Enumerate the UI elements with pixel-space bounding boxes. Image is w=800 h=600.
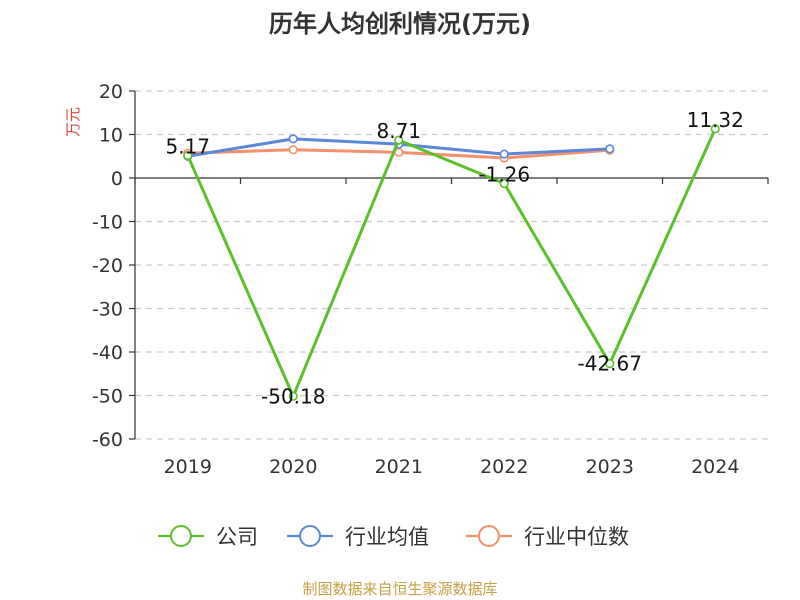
data-point	[499, 149, 509, 159]
legend-marker	[170, 525, 192, 547]
y-tick-label: 20	[99, 81, 123, 103]
x-tick-label: 2019	[164, 456, 212, 478]
data-point	[183, 150, 193, 161]
data-label: -1.26	[478, 162, 530, 186]
data-label: 5.17	[165, 135, 210, 159]
data-point	[288, 134, 298, 144]
data-point	[710, 124, 720, 134]
y-tick-label: -60	[92, 429, 123, 451]
x-tick-label: 2024	[691, 456, 739, 478]
legend-marker	[478, 525, 500, 547]
y-tick-label: 0	[111, 168, 123, 190]
legend-label: 行业均值	[345, 525, 429, 549]
grid-layer	[135, 90, 768, 440]
y-tick-label: -20	[92, 255, 123, 277]
series-line	[186, 128, 717, 398]
chart-title: 历年人均创利情况(万元)	[269, 10, 531, 38]
y-axis-unit-label: 万元	[64, 107, 82, 137]
legend-label: 公司	[216, 525, 258, 549]
series-layer	[183, 124, 720, 401]
data-label: -42.67	[578, 352, 642, 376]
y-tick-label: -10	[92, 212, 123, 234]
x-tick-label: 2021	[375, 456, 423, 478]
data-point	[288, 145, 298, 155]
data-point	[394, 135, 404, 145]
y-tick-label: 10	[99, 125, 123, 147]
data-point	[605, 144, 615, 154]
data-label: 8.71	[376, 119, 421, 143]
legend-label: 行业中位数	[524, 525, 629, 549]
y-tick-label: -50	[92, 386, 123, 408]
y-tick-label: -40	[92, 342, 123, 364]
data-label: -50.18	[261, 384, 325, 408]
source-note: 制图数据来自恒生聚源数据库	[302, 580, 497, 598]
x-tick-label: 2022	[480, 456, 528, 478]
data-point	[605, 359, 615, 369]
data-point	[288, 391, 298, 401]
data-point	[499, 178, 509, 189]
legend: 公司 行业均值 行业中位数	[158, 525, 629, 549]
data-label: 11.32	[687, 108, 744, 132]
labels-layer: 5.17 -50.18 8.71 -1.26 -42.67 11.32	[165, 108, 743, 409]
legend-marker	[299, 525, 321, 547]
x-tick-label: 2020	[269, 456, 317, 478]
x-tick-label: 2023	[586, 456, 634, 478]
y-tick-label: -30	[92, 299, 123, 321]
axes-layer: 20 10 0 -10 -20 -30 -40 -50 -60 2019 2020 2021 2022 2…	[92, 81, 769, 478]
